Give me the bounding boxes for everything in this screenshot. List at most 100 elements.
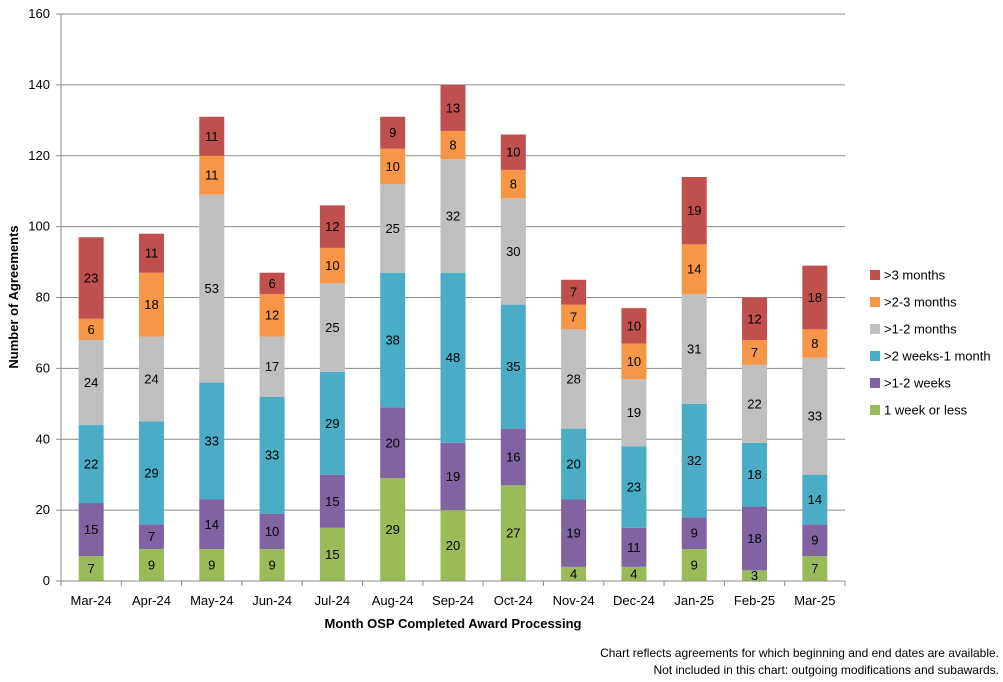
bar-segment	[259, 513, 285, 550]
data-label: 30	[506, 244, 520, 259]
bar-segment	[138, 421, 164, 525]
x-tick-label: Dec-24	[613, 593, 655, 608]
x-tick-label: Jun-24	[252, 593, 292, 608]
data-label: 8	[510, 177, 517, 192]
bar-segment	[380, 184, 406, 273]
bar-segment	[802, 474, 828, 525]
bar-segment	[199, 155, 225, 195]
bar-segment	[440, 442, 466, 511]
data-label: 9	[208, 558, 215, 573]
data-label: 33	[808, 409, 822, 424]
bar-segment	[78, 237, 104, 319]
data-label: 22	[747, 396, 761, 411]
data-label: 7	[751, 345, 758, 360]
bar-segment	[742, 570, 768, 581]
bar-segment	[78, 425, 104, 504]
bar-segment	[319, 283, 345, 372]
bar-segment	[681, 403, 707, 518]
data-label: 4	[630, 566, 637, 581]
data-label: 17	[265, 359, 279, 374]
bar-segment	[500, 198, 526, 305]
bar-segment	[561, 304, 587, 330]
data-label: 11	[627, 540, 641, 555]
y-tick-label: 40	[36, 431, 50, 446]
bar-segment	[319, 205, 345, 248]
bar-segment	[802, 329, 828, 358]
legend-swatch	[870, 378, 880, 388]
data-label: 33	[265, 448, 279, 463]
bar-segment	[681, 517, 707, 550]
legend-swatch	[870, 324, 880, 334]
data-label: 22	[84, 457, 98, 472]
bar-segment	[742, 364, 768, 443]
legend: >3 months >2-3 months >1-2 months >2 weeks-…	[870, 268, 991, 418]
data-label: 19	[446, 469, 460, 484]
data-label: 29	[144, 465, 158, 480]
data-label: 20	[446, 538, 460, 553]
bar-segment	[380, 478, 406, 581]
bar-segment	[440, 130, 466, 160]
data-label: 20	[385, 435, 399, 450]
x-tick-label: Mar-25	[794, 593, 835, 608]
data-label: 15	[84, 522, 98, 537]
bar-segment	[802, 357, 828, 475]
bars: 7152224623972924181191433531111910331712…	[78, 84, 828, 583]
bar-segment	[199, 382, 225, 500]
y-tick-label: 140	[28, 77, 50, 92]
bar-segment	[561, 566, 587, 581]
bar-segment	[78, 318, 104, 341]
data-label: 10	[627, 354, 641, 369]
bar-segment	[681, 549, 707, 581]
bar-segment	[440, 84, 466, 131]
data-label: 12	[325, 219, 339, 234]
bar-segment	[742, 442, 768, 507]
legend-label: 1 week or less	[884, 403, 968, 418]
legend-label: >2 weeks-1 month	[884, 349, 991, 364]
data-label: 24	[84, 375, 98, 390]
bar-segment	[561, 329, 587, 429]
bar-segment	[681, 177, 707, 245]
bar-segment	[742, 340, 768, 365]
bar-segment	[199, 194, 225, 383]
data-label: 13	[446, 100, 460, 115]
footnote-exclusions: Not included in this chart: outgoing mod…	[653, 663, 999, 677]
data-label: 14	[205, 517, 219, 532]
footnote-data-scope: Chart reflects agreements for which begi…	[600, 646, 999, 660]
bar-segment	[802, 524, 828, 557]
x-tick-label: Sep-24	[432, 593, 474, 608]
data-label: 14	[808, 492, 822, 507]
x-tick-label: Apr-24	[132, 593, 171, 608]
data-label: 7	[148, 529, 155, 544]
data-label: 14	[687, 262, 701, 277]
data-label: 19	[627, 405, 641, 420]
bar-segment	[742, 506, 768, 571]
bar-segment	[802, 556, 828, 581]
bar-segment	[259, 293, 285, 337]
bar-segment	[500, 428, 526, 486]
data-label: 15	[325, 494, 339, 509]
data-label: 19	[687, 203, 701, 218]
bar-segment	[561, 499, 587, 567]
data-label: 20	[566, 457, 580, 472]
bar-segment	[561, 279, 587, 305]
data-label: 9	[389, 125, 396, 140]
data-label: 11	[205, 129, 219, 144]
bar-segment	[621, 527, 647, 567]
data-label: 7	[570, 285, 577, 300]
bar-segment	[380, 272, 406, 408]
data-label: 24	[144, 372, 158, 387]
bar-segment	[319, 247, 345, 284]
data-label: 27	[506, 526, 520, 541]
legend-label: >1-2 months	[884, 322, 957, 337]
data-label: 9	[691, 526, 698, 541]
bar-segment	[78, 556, 104, 581]
data-label: 48	[446, 350, 460, 365]
bar-segment	[500, 304, 526, 429]
bar-segment	[138, 272, 164, 337]
data-label: 25	[325, 320, 339, 335]
y-tick-label: 20	[36, 502, 50, 517]
bar-segment	[380, 148, 406, 185]
x-axis-label: Month OSP Completed Award Processing	[325, 616, 582, 631]
bar-segment	[259, 396, 285, 514]
x-tick-label: Aug-24	[372, 593, 414, 608]
